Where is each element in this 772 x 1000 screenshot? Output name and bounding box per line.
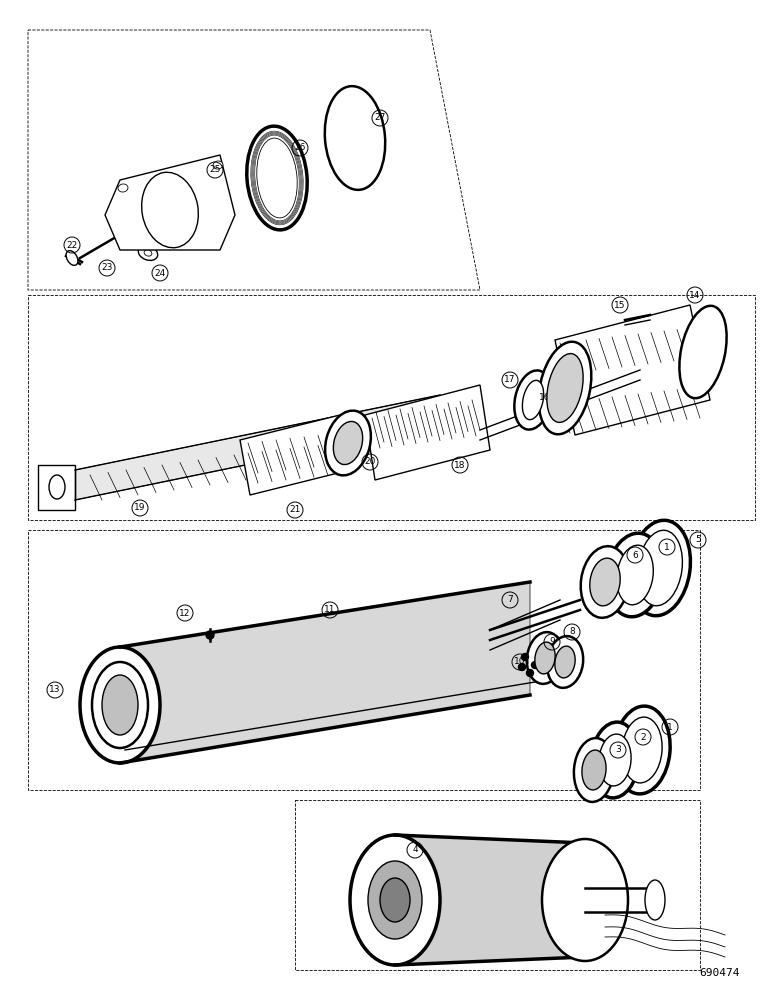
Ellipse shape <box>257 138 297 218</box>
Ellipse shape <box>350 835 440 965</box>
Ellipse shape <box>514 370 552 430</box>
Ellipse shape <box>66 251 78 265</box>
Polygon shape <box>240 415 350 495</box>
Circle shape <box>206 631 214 639</box>
Polygon shape <box>555 305 710 435</box>
Circle shape <box>519 664 526 670</box>
Text: 25: 25 <box>209 165 221 174</box>
Text: 21: 21 <box>290 506 300 514</box>
Text: 9: 9 <box>549 638 555 647</box>
Text: 690474: 690474 <box>699 968 740 978</box>
Text: 24: 24 <box>154 268 166 277</box>
Text: 22: 22 <box>66 240 78 249</box>
Ellipse shape <box>80 647 160 763</box>
Polygon shape <box>395 835 585 965</box>
Ellipse shape <box>555 646 575 678</box>
Text: 12: 12 <box>179 608 191 617</box>
Polygon shape <box>105 155 235 250</box>
Polygon shape <box>38 465 75 510</box>
Ellipse shape <box>92 662 148 748</box>
Ellipse shape <box>581 546 629 618</box>
Text: 13: 13 <box>49 686 61 694</box>
Circle shape <box>531 662 539 668</box>
Ellipse shape <box>607 533 663 617</box>
Ellipse shape <box>523 380 543 420</box>
Ellipse shape <box>542 839 628 961</box>
Ellipse shape <box>582 750 606 790</box>
Text: 11: 11 <box>324 605 336 614</box>
Ellipse shape <box>325 411 371 475</box>
Text: 5: 5 <box>695 536 701 544</box>
Text: 17: 17 <box>504 375 516 384</box>
Ellipse shape <box>144 250 152 256</box>
Ellipse shape <box>138 246 157 260</box>
Ellipse shape <box>334 421 363 465</box>
Ellipse shape <box>638 530 682 606</box>
Text: 7: 7 <box>507 595 513 604</box>
Text: 27: 27 <box>374 113 386 122</box>
Text: 2: 2 <box>640 732 646 742</box>
Ellipse shape <box>535 642 555 674</box>
Text: 18: 18 <box>454 460 466 470</box>
Polygon shape <box>365 385 490 480</box>
Text: 15: 15 <box>615 300 626 310</box>
Text: 16: 16 <box>540 393 550 402</box>
Text: 6: 6 <box>632 550 638 560</box>
Polygon shape <box>75 395 440 500</box>
Ellipse shape <box>590 558 620 606</box>
Text: 1: 1 <box>667 722 673 732</box>
Text: 14: 14 <box>689 290 701 300</box>
Ellipse shape <box>614 706 670 794</box>
Ellipse shape <box>102 675 138 735</box>
Ellipse shape <box>645 880 665 920</box>
Ellipse shape <box>141 172 198 248</box>
Text: 10: 10 <box>514 658 526 666</box>
Circle shape <box>527 670 533 676</box>
Text: 8: 8 <box>569 628 575 637</box>
Ellipse shape <box>622 717 662 783</box>
Polygon shape <box>120 582 530 763</box>
Ellipse shape <box>368 861 422 939</box>
Ellipse shape <box>629 520 690 616</box>
Ellipse shape <box>617 545 653 605</box>
Ellipse shape <box>213 161 223 169</box>
Text: 4: 4 <box>412 846 418 854</box>
Ellipse shape <box>247 126 307 230</box>
Text: 23: 23 <box>101 263 113 272</box>
Text: 3: 3 <box>615 746 621 754</box>
Ellipse shape <box>118 184 128 192</box>
Ellipse shape <box>380 878 410 922</box>
Text: 19: 19 <box>134 504 146 512</box>
Circle shape <box>522 654 529 660</box>
Ellipse shape <box>679 306 726 398</box>
Text: 20: 20 <box>364 458 376 466</box>
Ellipse shape <box>539 342 591 434</box>
Ellipse shape <box>574 738 614 802</box>
Ellipse shape <box>599 734 631 786</box>
Text: 1: 1 <box>664 542 670 552</box>
Ellipse shape <box>49 475 65 499</box>
Ellipse shape <box>325 86 385 190</box>
Ellipse shape <box>547 636 583 688</box>
Text: 26: 26 <box>294 143 306 152</box>
Ellipse shape <box>547 354 583 422</box>
Ellipse shape <box>527 632 564 684</box>
Ellipse shape <box>591 722 639 798</box>
